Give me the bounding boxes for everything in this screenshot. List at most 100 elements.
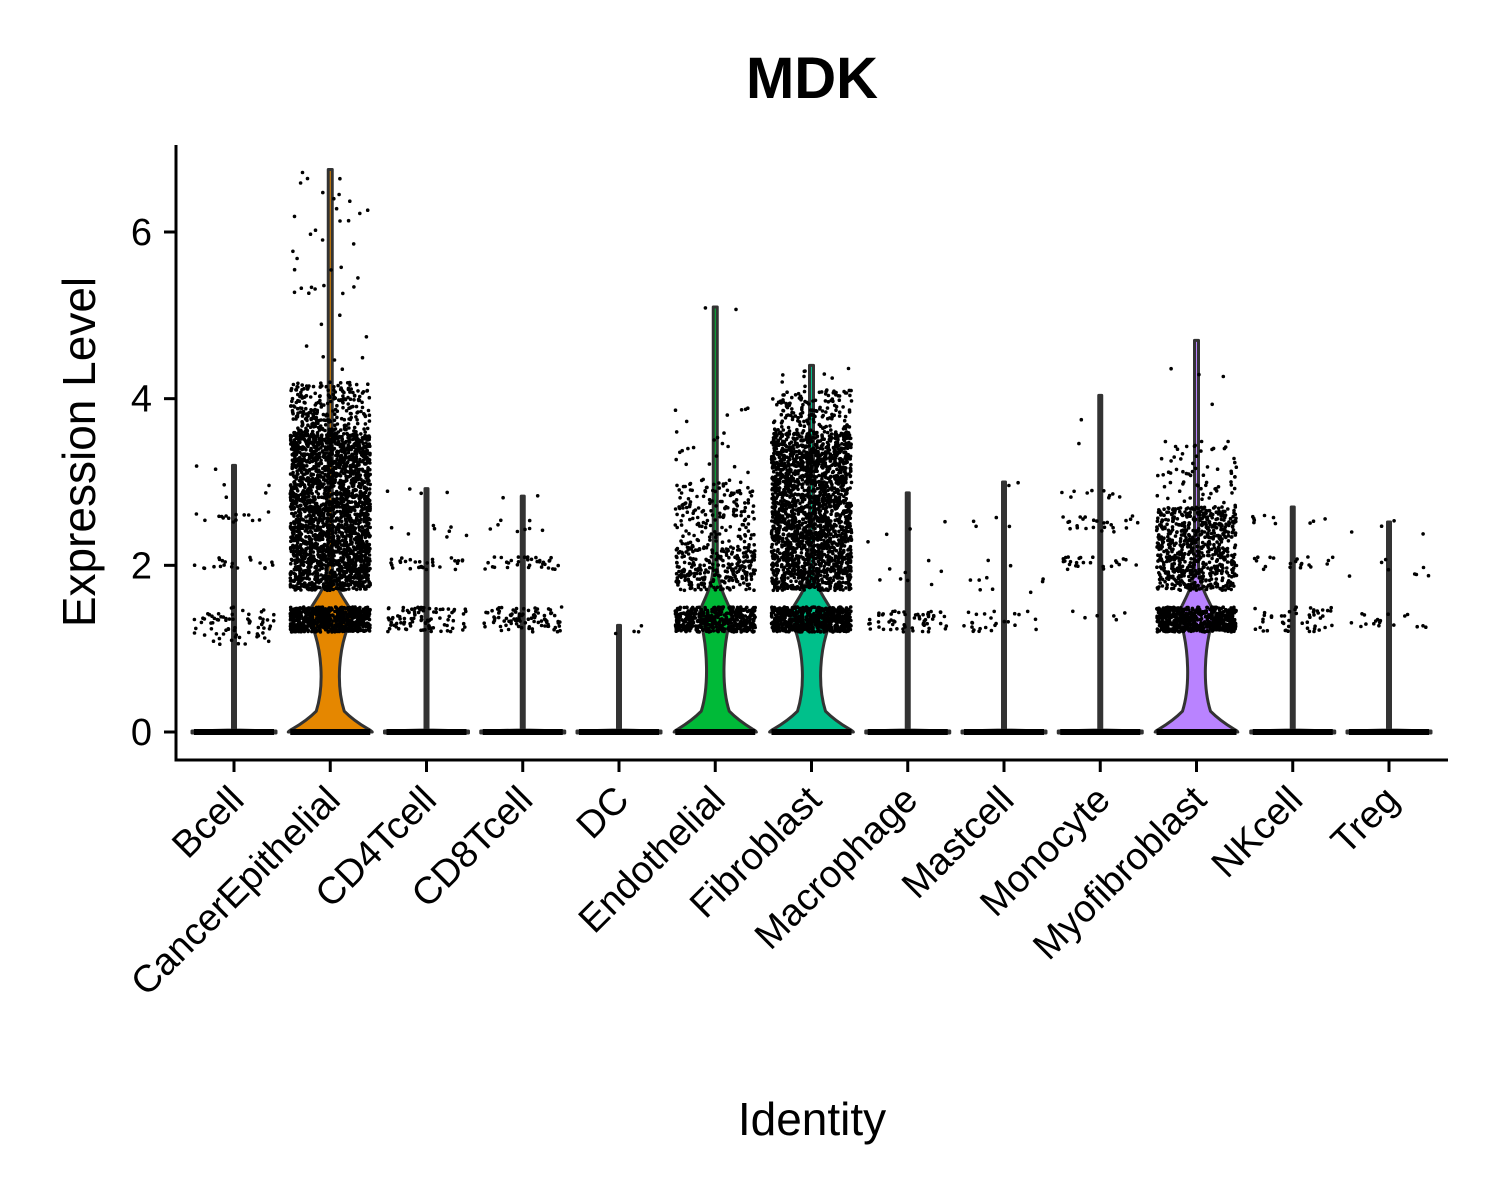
data-point — [513, 618, 518, 623]
data-point — [736, 490, 741, 494]
data-point — [636, 630, 641, 634]
data-point — [332, 388, 336, 392]
data-point — [708, 538, 712, 542]
data-point — [363, 606, 368, 610]
data-point — [542, 613, 547, 618]
data-point — [681, 484, 686, 489]
data-point — [688, 586, 693, 591]
data-point — [325, 580, 330, 585]
data-point — [325, 401, 330, 406]
data-point — [718, 514, 722, 519]
data-point — [290, 444, 295, 448]
data-point — [365, 539, 369, 544]
data-point — [739, 513, 743, 518]
data-point — [742, 518, 747, 523]
data-point — [333, 396, 338, 401]
data-point — [413, 560, 418, 564]
data-point — [354, 541, 359, 545]
data-point — [347, 447, 351, 451]
data-point — [690, 619, 694, 624]
data-point — [364, 473, 368, 477]
data-point — [366, 382, 370, 387]
data-point — [330, 613, 335, 617]
data-point — [312, 411, 317, 416]
data-point — [751, 630, 755, 634]
data-point — [439, 629, 443, 634]
data-point — [732, 507, 736, 512]
data-point — [295, 385, 299, 389]
data-point — [681, 570, 685, 574]
data-point — [333, 623, 338, 627]
data-point — [294, 452, 299, 457]
data-point — [348, 199, 352, 203]
data-point — [743, 501, 747, 505]
data-point — [298, 586, 302, 590]
data-point — [687, 546, 691, 550]
data-point — [300, 420, 304, 424]
data-point — [529, 557, 534, 562]
data-point — [344, 506, 349, 511]
data-point — [505, 565, 510, 570]
data-point — [720, 617, 724, 621]
data-point — [738, 480, 743, 485]
data-point — [334, 531, 338, 535]
data-point — [298, 478, 303, 482]
chart-title: MDK — [746, 46, 878, 111]
data-point — [446, 618, 450, 622]
data-point — [743, 505, 748, 510]
data-point — [728, 563, 732, 567]
data-point — [290, 453, 295, 457]
data-point — [309, 505, 314, 509]
data-point — [346, 494, 351, 498]
data-point — [313, 629, 318, 634]
data-point — [320, 566, 325, 571]
data-point — [696, 538, 701, 543]
data-point — [345, 612, 349, 617]
data-point — [683, 612, 688, 617]
data-point — [349, 411, 353, 416]
data-point — [734, 502, 739, 506]
data-point — [682, 588, 687, 593]
data-point — [425, 561, 430, 565]
data-point — [298, 551, 303, 556]
data-point — [304, 515, 308, 519]
data-point — [713, 614, 718, 619]
data-point — [231, 617, 235, 622]
data-point — [684, 462, 688, 467]
data-point — [736, 560, 741, 565]
data-point — [327, 394, 332, 399]
data-point — [358, 543, 363, 548]
data-point — [323, 502, 328, 507]
data-point — [298, 623, 303, 628]
data-point — [299, 582, 304, 587]
data-point — [733, 513, 737, 518]
data-point — [321, 412, 326, 417]
data-point — [313, 509, 318, 513]
data-point — [360, 467, 365, 472]
data-point — [338, 546, 343, 551]
data-point — [348, 390, 352, 394]
data-point — [364, 628, 368, 633]
data-point — [419, 617, 424, 622]
data-point — [706, 613, 710, 617]
data-point — [749, 621, 753, 626]
data-point — [298, 429, 302, 433]
data-point — [320, 433, 324, 438]
data-point — [288, 627, 293, 632]
data-point — [346, 395, 350, 400]
data-point — [199, 620, 204, 625]
data-point — [322, 563, 327, 567]
data-point — [318, 470, 322, 474]
data-point — [721, 627, 726, 631]
data-point — [354, 567, 359, 572]
data-point — [347, 485, 351, 490]
data-point — [300, 396, 305, 400]
data-point — [732, 464, 737, 469]
violin-dc — [575, 623, 663, 735]
data-point — [292, 531, 296, 536]
data-point — [681, 534, 685, 538]
data-point — [357, 528, 362, 532]
data-point — [354, 556, 358, 561]
data-point — [345, 549, 350, 553]
data-point — [217, 636, 222, 641]
